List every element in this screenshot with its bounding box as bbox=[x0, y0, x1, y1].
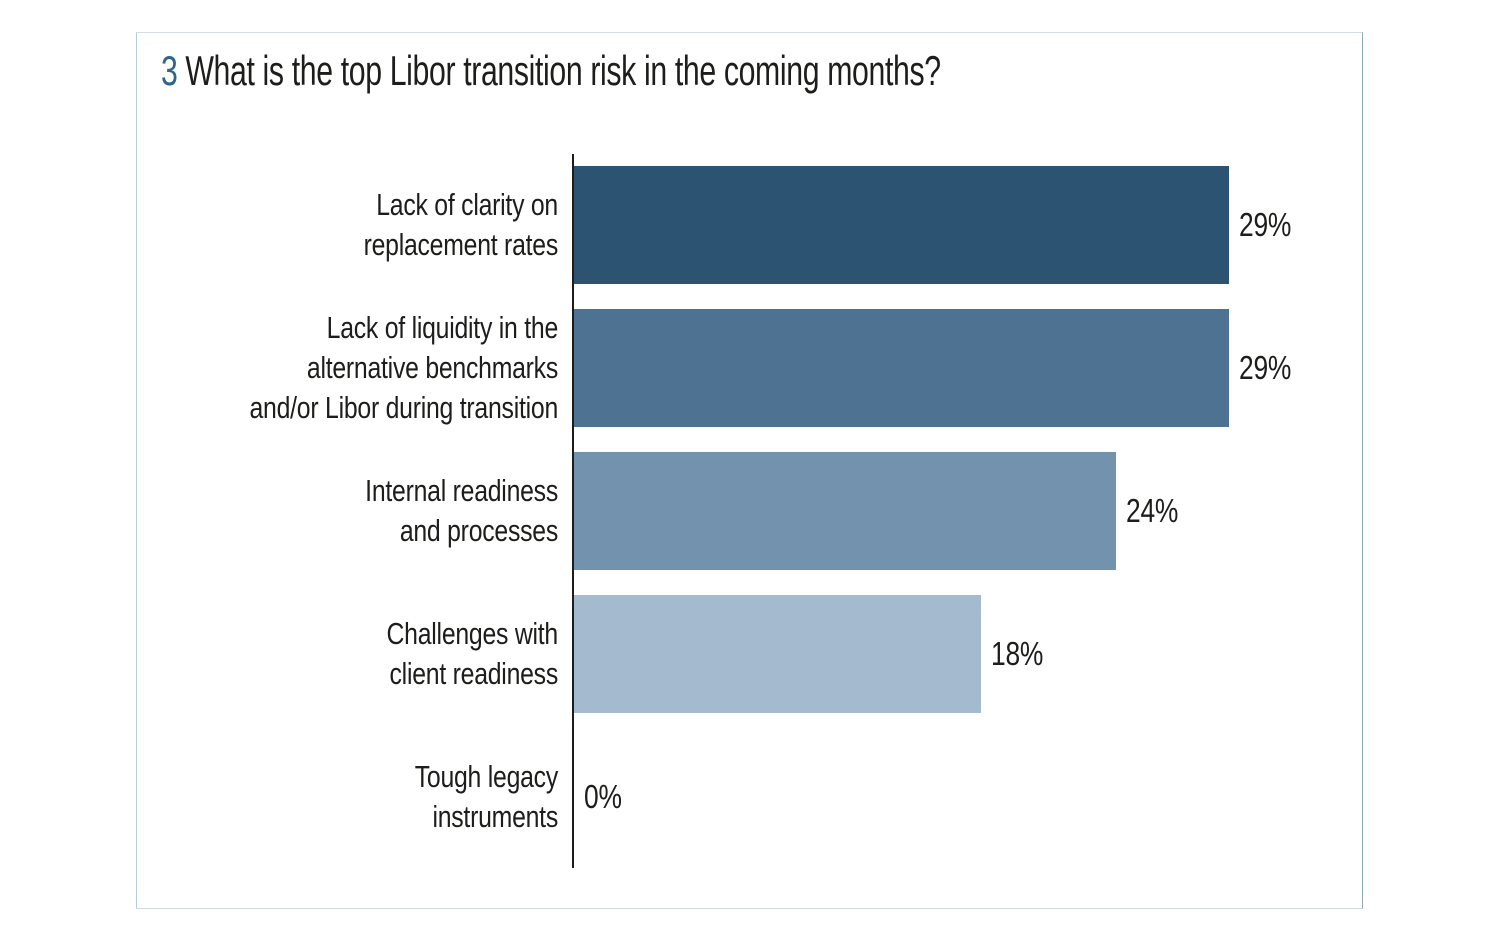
chart-title-text: What is the top Libor transition risk in… bbox=[185, 47, 941, 94]
value-label: 0% bbox=[584, 777, 622, 815]
chart-title: 3 What is the top Libor transition risk i… bbox=[161, 49, 941, 93]
value-label: 18% bbox=[991, 634, 1044, 672]
category-label: Lack of liquidity in the alternative ben… bbox=[249, 310, 558, 426]
figure-card: 3 What is the top Libor transition risk i… bbox=[136, 32, 1363, 909]
category-label: Lack of clarity on replacement rates bbox=[363, 187, 559, 263]
bar-chart-rows: Lack of clarity on replacement rates 29%… bbox=[137, 154, 1362, 868]
value-label: 24% bbox=[1126, 491, 1179, 529]
figure-number: 3 bbox=[161, 47, 178, 94]
y-axis-line bbox=[572, 154, 574, 868]
bar bbox=[574, 166, 1229, 285]
value-label: 29% bbox=[1239, 349, 1292, 387]
bar-row: Tough legacy instruments 0% bbox=[137, 725, 1362, 868]
bar-row: Lack of liquidity in the alternative ben… bbox=[137, 297, 1362, 440]
value-label: 29% bbox=[1239, 206, 1292, 244]
bar-row: Challenges with client readiness 18% bbox=[137, 582, 1362, 725]
category-label: Internal readiness and processes bbox=[365, 472, 558, 548]
bar bbox=[574, 594, 981, 713]
category-label: Challenges with client readiness bbox=[386, 615, 559, 691]
bar-row: Lack of clarity on replacement rates 29% bbox=[137, 154, 1362, 297]
category-label: Tough legacy instruments bbox=[414, 758, 559, 834]
bar bbox=[574, 309, 1229, 428]
bar-row: Internal readiness and processes 24% bbox=[137, 440, 1362, 583]
bar bbox=[574, 451, 1116, 570]
